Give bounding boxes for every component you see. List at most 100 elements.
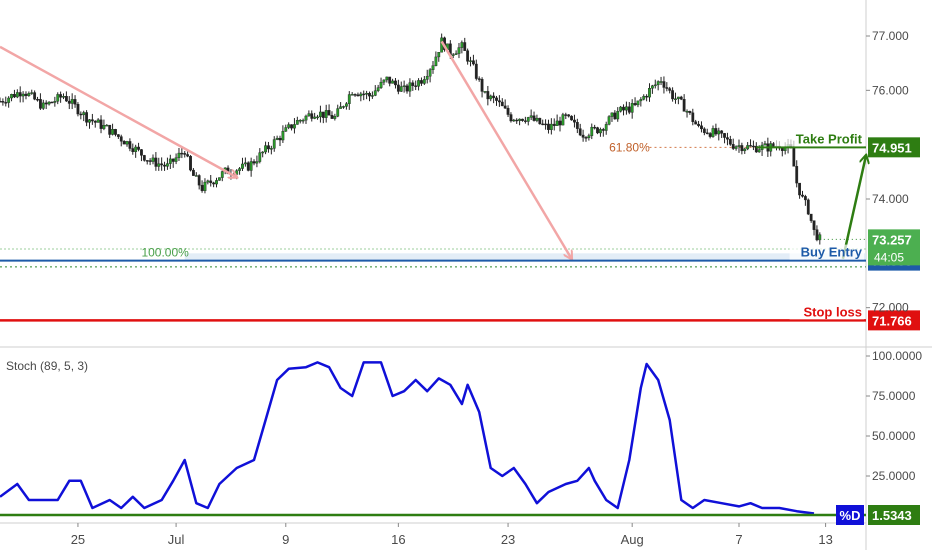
candle [290,124,293,131]
level-label: Buy Entry [801,245,863,260]
candle [350,92,354,96]
candle [763,140,767,146]
level-price: 71.766 [872,313,912,328]
candle [515,118,519,124]
candle [798,182,802,199]
stoch-y-tick-label: 100.0000 [872,349,922,363]
candle [665,82,669,92]
candle [353,93,357,97]
candle [134,144,138,158]
candle [122,140,126,145]
candle [648,83,651,102]
candle [47,101,51,106]
candle [694,119,698,125]
candle [740,142,744,155]
candle [671,87,674,102]
candle [376,84,380,93]
candle [194,172,198,177]
candle [215,177,218,188]
candle [760,141,764,156]
x-tick: 9 [282,523,289,547]
stoch-y-tick-label: 50.0000 [872,429,916,443]
candle [399,81,403,92]
x-tick: Jul [168,523,185,547]
candle [50,101,54,104]
candle [711,125,715,138]
candle [192,168,195,176]
candle [394,78,397,89]
candle [281,125,285,143]
candle [411,80,415,91]
candle [645,94,649,102]
candle [258,148,262,164]
candle [356,92,360,97]
candle [650,84,654,94]
candle [128,138,132,152]
candle [613,110,617,120]
candle [451,53,455,59]
candle [469,56,472,67]
candle [278,135,282,147]
buy-zone [184,253,866,261]
level-price: 74.951 [872,140,912,155]
candle [36,96,39,102]
candle [581,129,585,142]
candle [157,157,161,171]
candle [480,77,484,98]
candle [246,161,250,172]
candle [90,113,94,125]
candle [737,139,741,153]
series-tag [836,505,864,525]
candle [405,83,409,94]
candle [558,116,562,132]
candle [197,174,201,190]
candle [209,174,213,187]
candle [425,69,429,84]
candle [261,151,265,158]
candle [636,100,640,108]
x-tick: 13 [818,523,833,547]
price-y-tick: 77.000 [866,29,909,43]
candle [587,133,591,141]
candle [506,105,510,118]
candle [321,111,325,124]
candle [180,147,184,159]
candle [287,122,291,130]
candle [593,124,597,130]
candle [140,149,143,162]
candle [275,135,279,141]
candle [434,51,438,67]
candle [33,90,37,101]
candle [437,52,441,62]
candle [330,111,334,119]
candle [0,97,2,103]
candle [700,121,703,133]
candle [327,104,331,116]
candle [616,107,620,122]
candle [53,96,57,107]
candle [734,145,738,151]
level-label: Stop loss [803,304,862,319]
candle [15,89,19,99]
candle [483,91,487,94]
stoch-value: 1.5343 [872,508,912,523]
candle [255,155,259,168]
trend-arrow [440,40,572,258]
candle [466,48,470,65]
candle [541,119,545,126]
stoch-y-tick: 100.0000 [866,349,922,363]
candle [599,127,602,137]
candle [166,157,169,170]
candle [806,198,810,216]
x-tick: 25 [71,523,85,547]
candle [422,76,426,86]
candle [206,179,210,185]
candle [212,181,216,188]
candle [743,147,747,154]
candle [803,194,807,206]
candle [509,112,513,123]
candle [284,124,288,132]
candle [639,97,643,107]
